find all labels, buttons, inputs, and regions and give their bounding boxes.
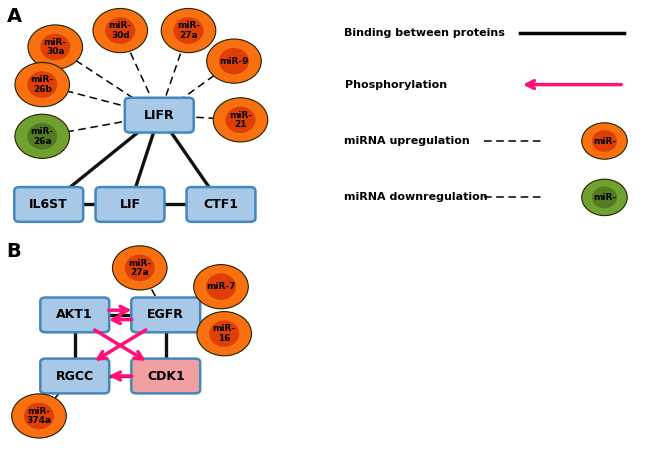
Text: CDK1: CDK1 bbox=[147, 369, 185, 383]
Text: miR-
26a: miR- 26a bbox=[31, 127, 54, 146]
Text: miR-: miR- bbox=[593, 136, 616, 146]
Ellipse shape bbox=[174, 17, 203, 44]
Text: miR-7: miR-7 bbox=[206, 282, 236, 291]
Ellipse shape bbox=[582, 179, 627, 216]
Ellipse shape bbox=[194, 265, 248, 309]
Ellipse shape bbox=[27, 71, 57, 98]
FancyBboxPatch shape bbox=[40, 359, 109, 393]
Text: Binding between proteins: Binding between proteins bbox=[344, 28, 506, 38]
Ellipse shape bbox=[27, 123, 57, 149]
Text: Phosphorylation: Phosphorylation bbox=[344, 79, 447, 90]
Text: LIFR: LIFR bbox=[144, 109, 175, 122]
Ellipse shape bbox=[93, 8, 148, 53]
Ellipse shape bbox=[161, 8, 216, 53]
Ellipse shape bbox=[226, 107, 255, 133]
Ellipse shape bbox=[592, 130, 617, 152]
FancyBboxPatch shape bbox=[131, 359, 200, 393]
FancyBboxPatch shape bbox=[14, 187, 83, 222]
Ellipse shape bbox=[207, 39, 261, 83]
FancyBboxPatch shape bbox=[187, 187, 255, 222]
Text: AKT1: AKT1 bbox=[57, 308, 93, 321]
Text: miR-
16: miR- 16 bbox=[213, 324, 236, 343]
Text: miR-
27a: miR- 27a bbox=[177, 21, 200, 40]
Text: RGCC: RGCC bbox=[56, 369, 94, 383]
Ellipse shape bbox=[219, 48, 249, 74]
Text: miR-
30d: miR- 30d bbox=[109, 21, 132, 40]
Ellipse shape bbox=[213, 98, 268, 142]
Ellipse shape bbox=[112, 246, 167, 290]
Text: miR-
30a: miR- 30a bbox=[44, 38, 67, 56]
Ellipse shape bbox=[206, 274, 236, 300]
Text: miR-
27a: miR- 27a bbox=[128, 258, 151, 277]
Ellipse shape bbox=[582, 123, 627, 159]
Text: EGFR: EGFR bbox=[148, 308, 184, 321]
Text: miR-9: miR-9 bbox=[219, 56, 249, 66]
Text: A: A bbox=[6, 7, 21, 26]
Ellipse shape bbox=[592, 187, 617, 208]
FancyBboxPatch shape bbox=[96, 187, 164, 222]
Text: miRNA upregulation: miRNA upregulation bbox=[344, 136, 470, 146]
Text: miR-
21: miR- 21 bbox=[229, 110, 252, 129]
FancyBboxPatch shape bbox=[131, 298, 200, 332]
Text: IL6ST: IL6ST bbox=[29, 198, 68, 211]
Text: miR-: miR- bbox=[593, 193, 616, 202]
Ellipse shape bbox=[197, 312, 252, 356]
Ellipse shape bbox=[105, 17, 135, 44]
Ellipse shape bbox=[28, 25, 83, 69]
Text: miRNA downregulation: miRNA downregulation bbox=[344, 192, 488, 203]
Ellipse shape bbox=[15, 114, 70, 158]
Ellipse shape bbox=[40, 34, 70, 60]
Ellipse shape bbox=[24, 403, 54, 429]
Ellipse shape bbox=[209, 321, 239, 347]
Text: LIF: LIF bbox=[120, 198, 140, 211]
Ellipse shape bbox=[15, 63, 70, 107]
Ellipse shape bbox=[12, 394, 66, 438]
Text: CTF1: CTF1 bbox=[203, 198, 239, 211]
Text: B: B bbox=[6, 242, 21, 261]
Ellipse shape bbox=[125, 255, 155, 281]
FancyBboxPatch shape bbox=[125, 98, 194, 133]
Text: miR-
374a: miR- 374a bbox=[27, 407, 51, 425]
Text: miR-
26b: miR- 26b bbox=[31, 75, 54, 94]
FancyBboxPatch shape bbox=[40, 298, 109, 332]
